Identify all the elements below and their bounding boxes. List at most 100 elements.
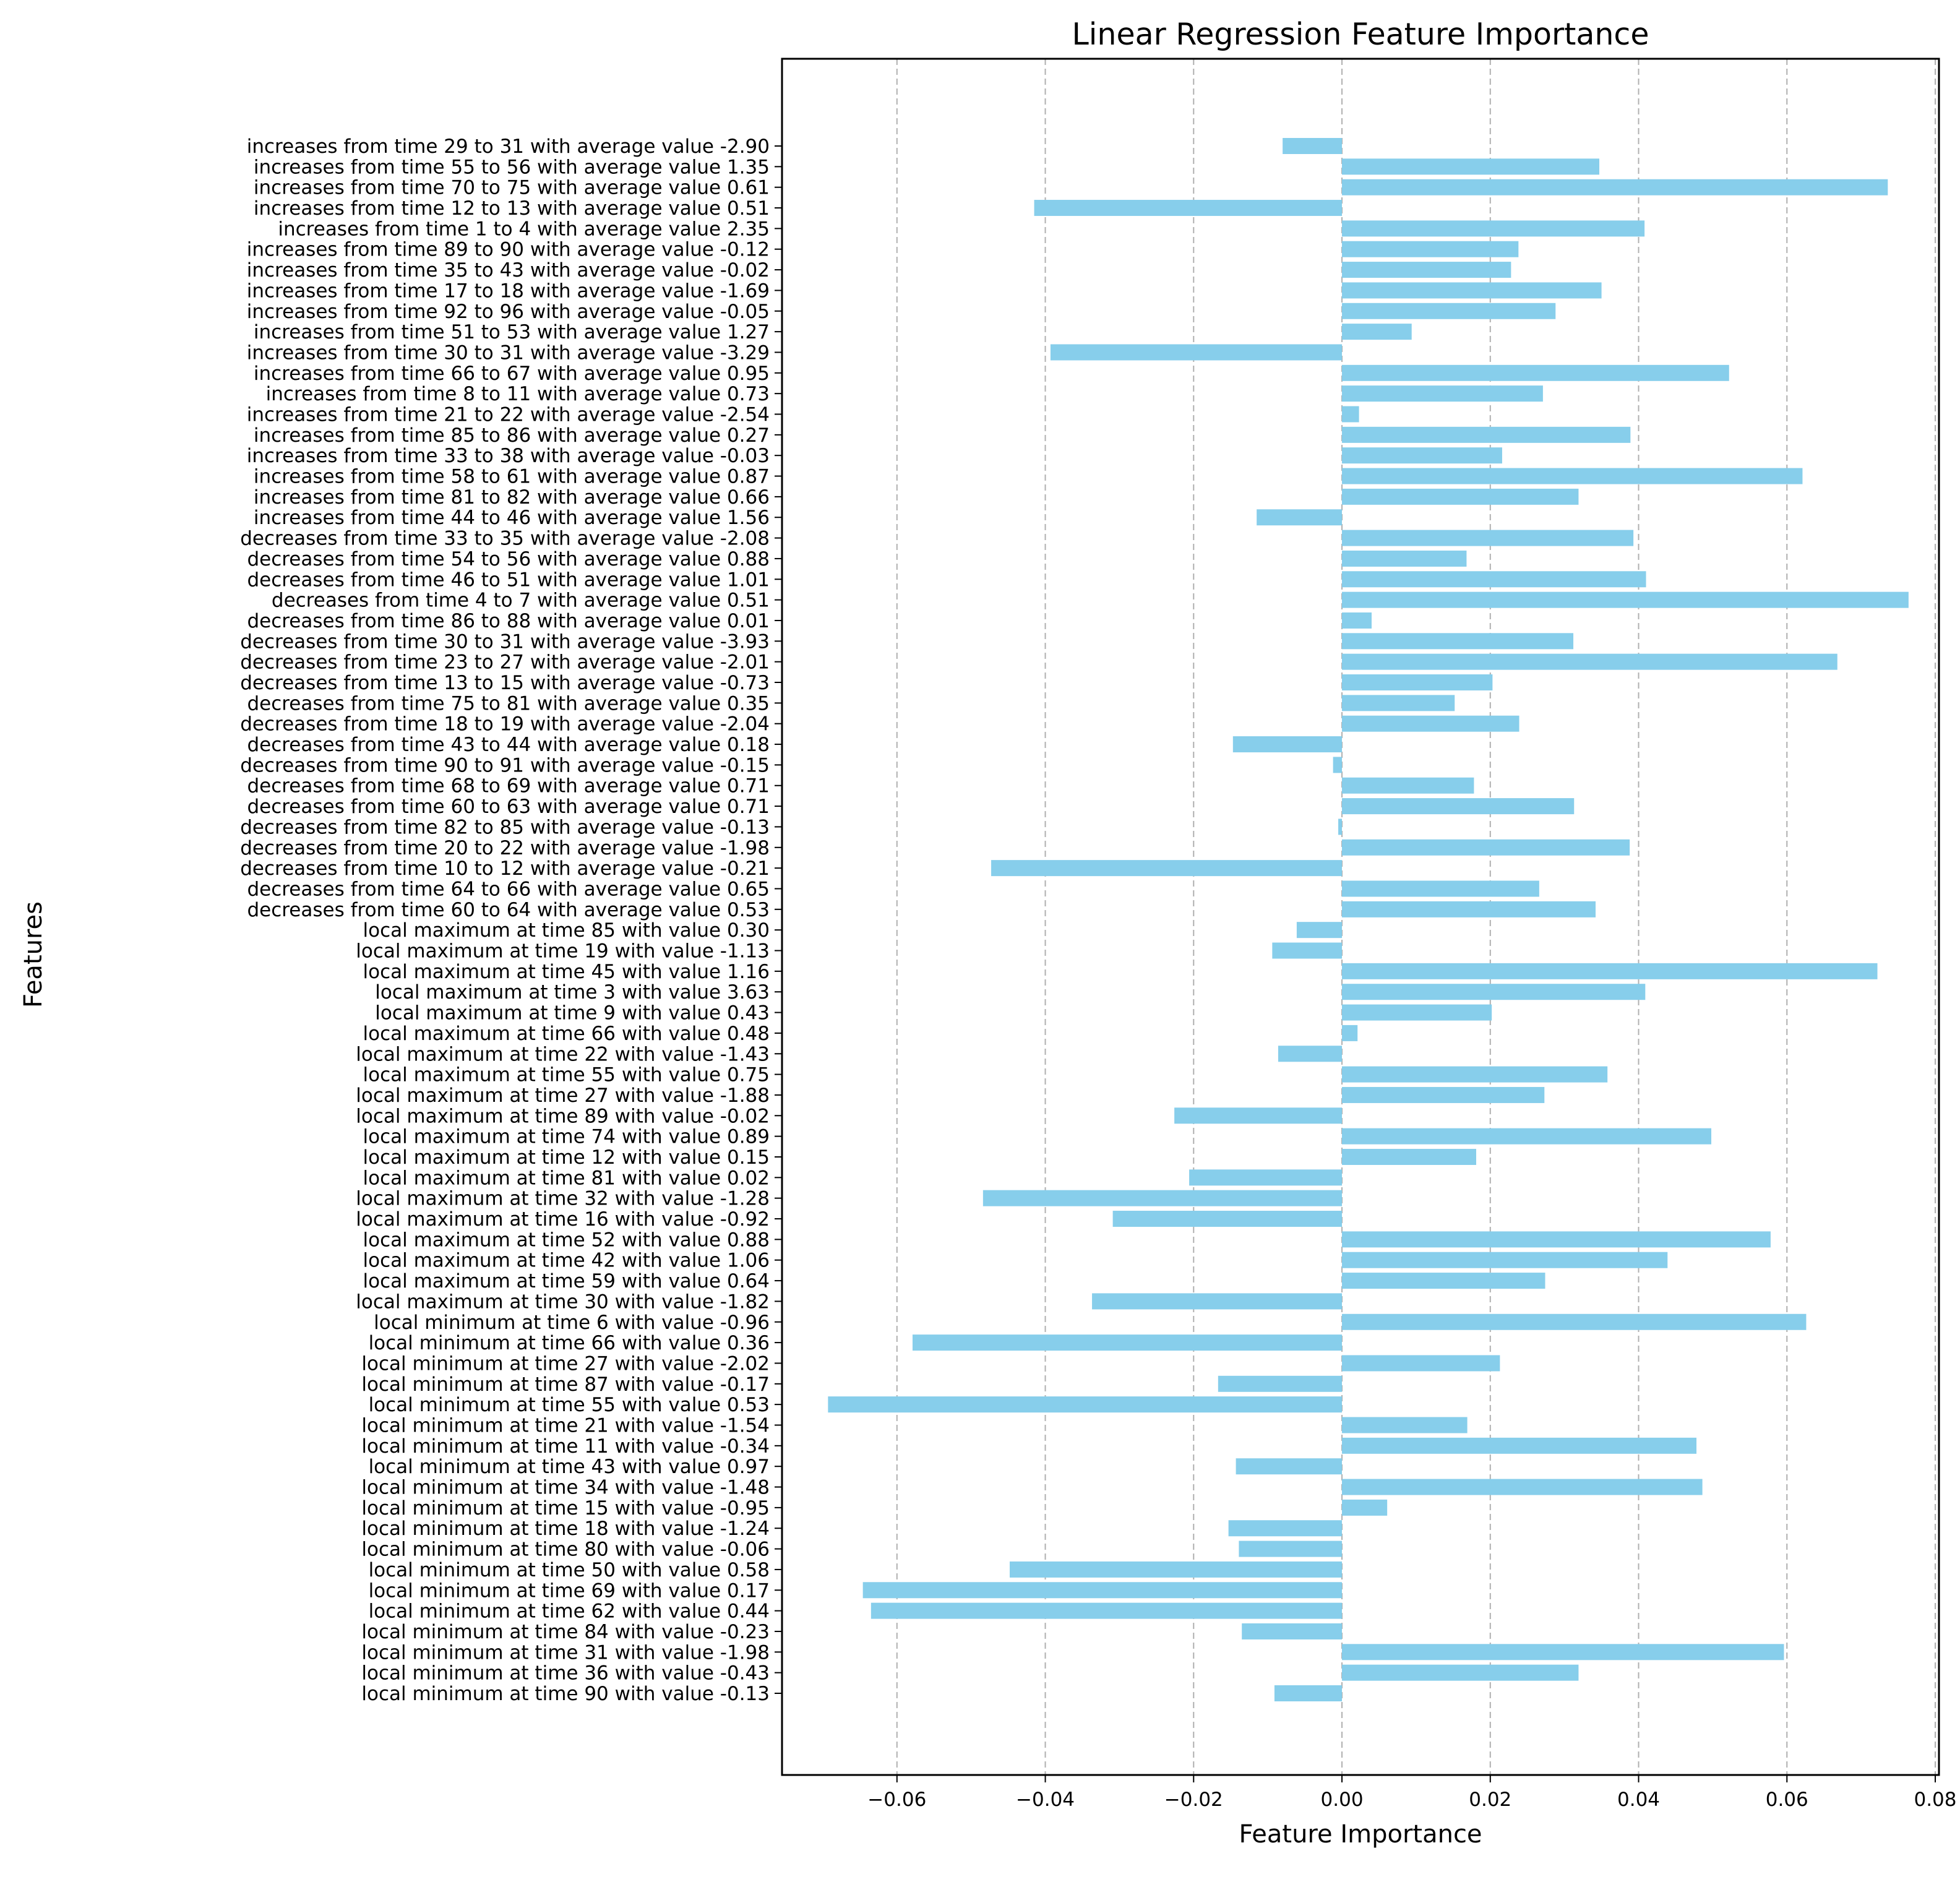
bar: [1342, 1252, 1668, 1268]
bar: [982, 1190, 1343, 1206]
x-tick-label: 0.00: [1321, 1789, 1364, 1811]
y-tick-label: increases from time 89 to 90 with averag…: [247, 239, 770, 261]
x-tick-label: 0.08: [1914, 1789, 1956, 1811]
y-tick-label: local maximum at time 19 with value -1.1…: [356, 940, 770, 963]
y-axis: increases from time 29 to 31 with averag…: [240, 135, 782, 1705]
y-tick-label: decreases from time 64 to 66 with averag…: [247, 878, 770, 900]
x-tick-label: −0.04: [1016, 1789, 1075, 1811]
y-tick-label: decreases from time 30 to 31 with averag…: [240, 630, 770, 653]
bar: [1342, 695, 1455, 711]
bar: [1239, 1540, 1343, 1557]
y-tick-label: local minimum at time 84 with value -0.2…: [361, 1621, 770, 1643]
y-tick-label: decreases from time 46 to 51 with averag…: [247, 569, 770, 591]
bar: [1228, 1520, 1343, 1537]
y-tick-label: local minimum at time 66 with value 0.36: [369, 1332, 770, 1354]
y-tick-label: decreases from time 60 to 64 with averag…: [247, 899, 770, 921]
bar: [1342, 1004, 1492, 1021]
y-tick-label: increases from time 30 to 31 with averag…: [247, 342, 770, 364]
bar: [1274, 1685, 1343, 1701]
bar: [1342, 798, 1575, 815]
y-tick-label: decreases from time 20 to 22 with averag…: [240, 837, 770, 859]
y-tick-label: local minimum at time 55 with value 0.53: [369, 1394, 770, 1416]
y-tick-label: decreases from time 75 to 81 with averag…: [247, 692, 770, 715]
bar: [1189, 1169, 1343, 1186]
bar: [1034, 200, 1343, 217]
y-tick-label: local maximum at time 85 with value 0.30: [363, 919, 770, 942]
bar: [1174, 1107, 1343, 1124]
y-tick-label: decreases from time 18 to 19 with averag…: [240, 713, 770, 736]
y-tick-label: decreases from time 60 to 63 with averag…: [247, 796, 770, 818]
bar: [1342, 488, 1579, 505]
y-tick-label: increases from time 44 to 46 with averag…: [254, 507, 770, 529]
y-tick-label: increases from time 51 to 53 with averag…: [254, 321, 770, 343]
y-axis-title: Features: [19, 901, 48, 1008]
bar: [1342, 653, 1838, 670]
y-tick-label: local maximum at time 89 with value -0.0…: [356, 1105, 770, 1127]
bar: [1342, 1313, 1807, 1330]
y-tick-label: decreases from time 90 to 91 with averag…: [240, 754, 770, 776]
y-tick-label: decreases from time 4 to 7 with average …: [272, 590, 770, 612]
bar: [1342, 1086, 1545, 1103]
bar: [1342, 674, 1493, 691]
bar: [1342, 777, 1474, 794]
x-tick-label: 0.04: [1617, 1789, 1660, 1811]
bar: [1092, 1293, 1343, 1310]
x-tick-label: 0.02: [1469, 1789, 1511, 1811]
bar: [1257, 509, 1343, 526]
y-tick-label: increases from time 35 to 43 with averag…: [247, 259, 770, 281]
y-tick-label: increases from time 85 to 86 with averag…: [254, 424, 770, 447]
bar: [1342, 385, 1543, 402]
bar: [1342, 963, 1878, 979]
bar: [1272, 942, 1343, 959]
y-tick-label: local minimum at time 15 with value -0.9…: [361, 1497, 770, 1519]
bar: [1342, 262, 1511, 278]
x-tick-label: −0.02: [1164, 1789, 1223, 1811]
bar: [1342, 447, 1502, 464]
y-tick-label: decreases from time 10 to 12 with averag…: [240, 857, 770, 880]
y-tick-label: decreases from time 23 to 27 with averag…: [240, 651, 770, 674]
bar: [1342, 1437, 1697, 1454]
bar: [1342, 1273, 1545, 1289]
bar: [862, 1582, 1343, 1599]
bar: [1342, 715, 1519, 732]
bar: [1342, 220, 1645, 237]
bar: [1342, 364, 1729, 381]
y-tick-label: local minimum at time 80 with value -0.0…: [361, 1539, 770, 1561]
y-tick-label: local maximum at time 59 with value 0.64: [363, 1270, 770, 1292]
y-tick-label: local maximum at time 3 with value 3.63: [375, 981, 770, 1003]
bar: [1342, 282, 1602, 299]
y-tick-label: local minimum at time 87 with value -0.1…: [361, 1373, 770, 1396]
y-tick-label: increases from time 58 to 61 with averag…: [254, 466, 770, 488]
bar: [1342, 633, 1574, 650]
y-tick-label: decreases from time 68 to 69 with averag…: [247, 775, 770, 797]
plot-frame: [781, 58, 1940, 1776]
y-tick-label: decreases from time 86 to 88 with averag…: [247, 610, 770, 632]
y-tick-label: local minimum at time 21 with value -1.5…: [361, 1414, 770, 1437]
bar: [1342, 468, 1803, 484]
y-tick-label: increases from time 70 to 75 with averag…: [254, 177, 770, 199]
y-tick-label: decreases from time 13 to 15 with averag…: [240, 672, 770, 694]
bar: [1342, 1664, 1579, 1681]
y-tick-label: local minimum at time 31 with value -1.9…: [361, 1641, 770, 1664]
bar: [991, 860, 1343, 877]
bar: [1342, 1148, 1476, 1165]
y-tick-label: increases from time 92 to 96 with averag…: [247, 301, 770, 323]
y-tick-label: increases from time 17 to 18 with averag…: [247, 280, 770, 302]
bar: [1342, 550, 1467, 567]
bar: [1342, 880, 1539, 897]
bar-layer: [828, 138, 1909, 1701]
y-tick-label: decreases from time 33 to 35 with averag…: [240, 528, 770, 550]
y-tick-label: increases from time 8 to 11 with average…: [266, 383, 770, 405]
y-tick-label: local maximum at time 30 with value -1.8…: [356, 1291, 770, 1313]
chart-title: Linear Regression Feature Importance: [1072, 17, 1649, 52]
bar: [1342, 426, 1631, 443]
bar: [1342, 530, 1634, 546]
y-tick-label: increases from time 81 to 82 with averag…: [254, 486, 770, 509]
y-tick-label: increases from time 66 to 67 with averag…: [254, 363, 770, 385]
bar: [1296, 922, 1343, 939]
bar: [1342, 158, 1599, 175]
y-tick-label: local maximum at time 74 with value 0.89: [363, 1126, 770, 1148]
y-tick-label: local minimum at time 11 with value -0.3…: [361, 1435, 770, 1458]
